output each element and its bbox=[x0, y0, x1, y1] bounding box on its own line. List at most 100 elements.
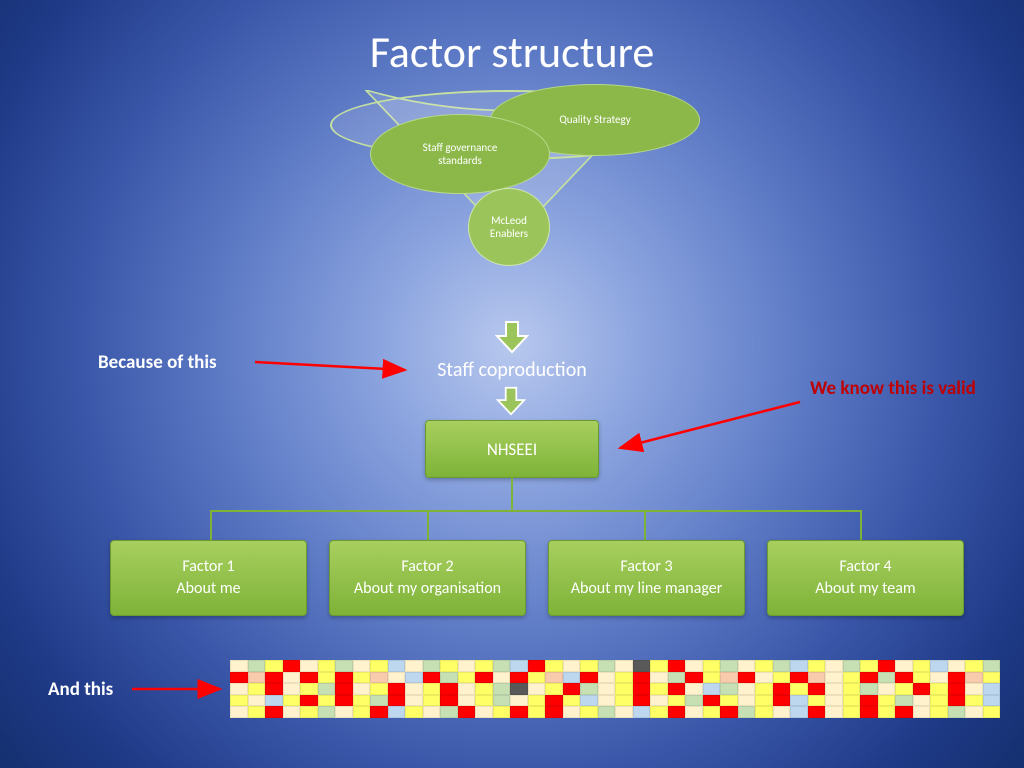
strip-cell bbox=[738, 672, 756, 684]
strip-cell bbox=[668, 683, 686, 695]
connector bbox=[210, 510, 212, 540]
strip-cell bbox=[458, 695, 476, 707]
strip-cell bbox=[965, 683, 983, 695]
strip-cell bbox=[738, 695, 756, 707]
strip-cell bbox=[948, 660, 966, 672]
strip-cell bbox=[493, 672, 511, 684]
strip-cell bbox=[983, 706, 1001, 718]
strip-cell bbox=[283, 660, 301, 672]
strip-cell bbox=[860, 695, 878, 707]
strip-cell bbox=[948, 672, 966, 684]
strip-cell bbox=[265, 660, 283, 672]
strip-cell bbox=[808, 660, 826, 672]
strip-cell bbox=[370, 706, 388, 718]
funnel: Quality StrategyStaff governance standar… bbox=[330, 90, 690, 320]
strip-cell bbox=[930, 683, 948, 695]
strip-cell bbox=[703, 683, 721, 695]
arrow-down-icon bbox=[495, 320, 529, 354]
strip-cell bbox=[248, 683, 266, 695]
strip-cell bbox=[668, 672, 686, 684]
strip-cell bbox=[510, 706, 528, 718]
strip-cell bbox=[230, 706, 248, 718]
strip-cell bbox=[895, 706, 913, 718]
strip-cell bbox=[475, 672, 493, 684]
strip-cell bbox=[773, 660, 791, 672]
factor-box-4: Factor 4About my team bbox=[767, 540, 964, 616]
strip-cell bbox=[475, 660, 493, 672]
strip-cell bbox=[563, 660, 581, 672]
strip-cell bbox=[843, 695, 861, 707]
connector bbox=[644, 510, 646, 540]
strip-cell bbox=[440, 672, 458, 684]
strip-cell bbox=[598, 672, 616, 684]
strip-cell bbox=[825, 706, 843, 718]
strip-cell bbox=[930, 660, 948, 672]
strip-cell bbox=[230, 660, 248, 672]
factor-title: Factor 2 bbox=[338, 556, 517, 578]
strip-cell bbox=[685, 683, 703, 695]
strip-cell bbox=[755, 672, 773, 684]
annotation-andthis: And this bbox=[48, 678, 113, 701]
strip-cell bbox=[563, 683, 581, 695]
strip-cell bbox=[668, 706, 686, 718]
strip-cell bbox=[738, 706, 756, 718]
strip-cell bbox=[948, 683, 966, 695]
strip-cell bbox=[528, 695, 546, 707]
strip-cell bbox=[755, 695, 773, 707]
strip-cell bbox=[353, 695, 371, 707]
annotation-weknow: We know this is valid bbox=[810, 378, 990, 401]
funnel-ellipse-mcleod: McLeod Enablers bbox=[468, 188, 550, 266]
strip-cell bbox=[650, 695, 668, 707]
strip-cell bbox=[895, 683, 913, 695]
strip-cell bbox=[458, 706, 476, 718]
strip-cell bbox=[545, 660, 563, 672]
strip-cell bbox=[230, 695, 248, 707]
strip-cell bbox=[703, 660, 721, 672]
strip-cell bbox=[475, 683, 493, 695]
strip-cell bbox=[265, 672, 283, 684]
strip-cell bbox=[528, 706, 546, 718]
strip-cell bbox=[615, 706, 633, 718]
strip-cell bbox=[948, 695, 966, 707]
strip-cell bbox=[580, 672, 598, 684]
strip-cell bbox=[493, 683, 511, 695]
factor-row: Factor 1About meFactor 2About my organis… bbox=[110, 540, 964, 616]
strip-cell bbox=[685, 695, 703, 707]
strip-cell bbox=[283, 706, 301, 718]
strip-cell bbox=[650, 706, 668, 718]
strip-row bbox=[230, 695, 1000, 707]
strip-cell bbox=[598, 706, 616, 718]
strip-cell bbox=[493, 695, 511, 707]
strip-cell bbox=[983, 683, 1001, 695]
strip-cell bbox=[790, 706, 808, 718]
strip-cell bbox=[598, 660, 616, 672]
strip-cell bbox=[335, 672, 353, 684]
strip-cell bbox=[335, 660, 353, 672]
strip-cell bbox=[860, 672, 878, 684]
strip-cell bbox=[738, 660, 756, 672]
strip-cell bbox=[615, 672, 633, 684]
strip-cell bbox=[248, 672, 266, 684]
strip-cell bbox=[983, 695, 1001, 707]
strip-cell bbox=[685, 660, 703, 672]
strip-cell bbox=[720, 706, 738, 718]
strip-cell bbox=[528, 683, 546, 695]
strip-cell bbox=[650, 683, 668, 695]
strip-cell bbox=[318, 672, 336, 684]
strip-cell bbox=[913, 683, 931, 695]
strip-cell bbox=[370, 695, 388, 707]
strip-cell bbox=[633, 695, 651, 707]
strip-cell bbox=[335, 695, 353, 707]
strip-cell bbox=[405, 706, 423, 718]
strip-cell bbox=[388, 695, 406, 707]
strip-cell bbox=[545, 683, 563, 695]
factor-sub: About me bbox=[119, 578, 298, 600]
strip-cell bbox=[755, 706, 773, 718]
strip-cell bbox=[808, 683, 826, 695]
strip-cell bbox=[353, 660, 371, 672]
strip-cell bbox=[615, 695, 633, 707]
strip-cell bbox=[703, 706, 721, 718]
funnel-ellipse-staff_governance: Staff governance standards bbox=[370, 114, 550, 194]
strip-cell bbox=[388, 683, 406, 695]
strip-cell bbox=[738, 683, 756, 695]
